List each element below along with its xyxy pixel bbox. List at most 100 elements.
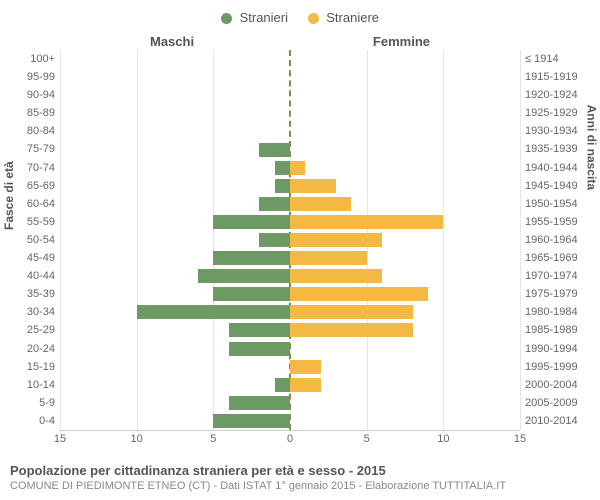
y-label-age: 70-74 [5, 159, 55, 177]
x-tick-label: 15 [45, 433, 75, 445]
pyramid-row: 95-991915-1919 [60, 68, 520, 86]
bar-male [275, 378, 290, 392]
pyramid-row: 90-941920-1924 [60, 86, 520, 104]
y-label-years: 1940-1944 [525, 159, 595, 177]
pyramid-row: 60-641950-1954 [60, 195, 520, 213]
y-label-age: 5-9 [5, 394, 55, 412]
y-label-years: 1985-1989 [525, 321, 595, 339]
y-label-age: 85-89 [5, 104, 55, 122]
x-tick-label: 5 [198, 433, 228, 445]
pyramid-row: 65-691945-1949 [60, 177, 520, 195]
y-label-age: 60-64 [5, 195, 55, 213]
pyramid-row: 0-42010-2014 [60, 412, 520, 430]
x-tick-label: 15 [505, 433, 535, 445]
pyramid-row: 10-142000-2004 [60, 376, 520, 394]
legend-item-male: Stranieri [221, 10, 288, 25]
side-title-male: Maschi [150, 34, 194, 49]
bar-male [259, 233, 290, 247]
y-label-years: 2010-2014 [525, 412, 595, 430]
bar-female [290, 360, 321, 374]
bar-male [275, 161, 290, 175]
bar-male [229, 396, 290, 410]
bar-female [290, 287, 428, 301]
bar-male [259, 143, 290, 157]
bar-female [290, 305, 413, 319]
bar-male [259, 197, 290, 211]
bar-male [213, 215, 290, 229]
side-title-female: Femmine [373, 34, 430, 49]
y-label-years: 1990-1994 [525, 340, 595, 358]
y-label-years: 1980-1984 [525, 303, 595, 321]
x-axis-line [60, 430, 520, 431]
bar-male [275, 179, 290, 193]
y-label-age: 95-99 [5, 68, 55, 86]
legend: Stranieri Straniere [0, 10, 600, 25]
y-label-age: 50-54 [5, 231, 55, 249]
x-tick-label: 10 [428, 433, 458, 445]
y-label-years: 2000-2004 [525, 376, 595, 394]
y-label-age: 35-39 [5, 285, 55, 303]
y-label-years: 1915-1919 [525, 68, 595, 86]
x-tick-label: 0 [275, 433, 305, 445]
pyramid-row: 30-341980-1984 [60, 303, 520, 321]
y-label-age: 25-29 [5, 321, 55, 339]
y-label-age: 45-49 [5, 249, 55, 267]
population-pyramid-chart: Stranieri Straniere Maschi Femmine Fasce… [0, 0, 600, 500]
bar-female [290, 378, 321, 392]
bar-female [290, 197, 351, 211]
y-label-age: 75-79 [5, 140, 55, 158]
pyramid-row: 70-741940-1944 [60, 159, 520, 177]
pyramid-row: 75-791935-1939 [60, 140, 520, 158]
y-label-age: 30-34 [5, 303, 55, 321]
y-label-years: 1965-1969 [525, 249, 595, 267]
y-label-years: 1920-1924 [525, 86, 595, 104]
y-label-years: 1945-1949 [525, 177, 595, 195]
bar-male [137, 305, 290, 319]
legend-swatch-female [308, 13, 319, 24]
pyramid-row: 15-191995-1999 [60, 358, 520, 376]
y-label-years: 1975-1979 [525, 285, 595, 303]
y-label-years: 1925-1929 [525, 104, 595, 122]
footer-subtitle: COMUNE DI PIEDIMONTE ETNEO (CT) - Dati I… [10, 480, 590, 492]
pyramid-row: 85-891925-1929 [60, 104, 520, 122]
y-label-years: 1960-1964 [525, 231, 595, 249]
bar-female [290, 233, 382, 247]
y-label-age: 55-59 [5, 213, 55, 231]
plot-area: 15105051015100+≤ 191495-991915-191990-94… [60, 50, 520, 430]
pyramid-row: 20-241990-1994 [60, 340, 520, 358]
y-label-years: 1935-1939 [525, 140, 595, 158]
footer: Popolazione per cittadinanza straniera p… [10, 463, 590, 492]
y-label-age: 15-19 [5, 358, 55, 376]
bar-male [198, 269, 290, 283]
y-label-age: 90-94 [5, 86, 55, 104]
bar-female [290, 215, 443, 229]
y-label-age: 40-44 [5, 267, 55, 285]
pyramid-row: 25-291985-1989 [60, 321, 520, 339]
bar-male [229, 342, 290, 356]
legend-swatch-male [221, 13, 232, 24]
bar-male [213, 414, 290, 428]
y-label-years: 1950-1954 [525, 195, 595, 213]
bar-female [290, 323, 413, 337]
pyramid-row: 40-441970-1974 [60, 267, 520, 285]
y-label-years: 1930-1934 [525, 122, 595, 140]
legend-item-female: Straniere [308, 10, 379, 25]
y-label-age: 20-24 [5, 340, 55, 358]
legend-label-male: Stranieri [240, 10, 288, 25]
y-label-years: 2005-2009 [525, 394, 595, 412]
y-label-years: 1970-1974 [525, 267, 595, 285]
bar-male [213, 287, 290, 301]
y-label-age: 65-69 [5, 177, 55, 195]
y-label-years: 1955-1959 [525, 213, 595, 231]
y-label-age: 100+ [5, 50, 55, 68]
pyramid-row: 100+≤ 1914 [60, 50, 520, 68]
y-label-years: 1995-1999 [525, 358, 595, 376]
bar-female [290, 251, 367, 265]
y-label-years: ≤ 1914 [525, 50, 595, 68]
bar-female [290, 161, 305, 175]
y-label-age: 0-4 [5, 412, 55, 430]
pyramid-row: 5-92005-2009 [60, 394, 520, 412]
bar-female [290, 269, 382, 283]
pyramid-row: 35-391975-1979 [60, 285, 520, 303]
legend-label-female: Straniere [326, 10, 379, 25]
